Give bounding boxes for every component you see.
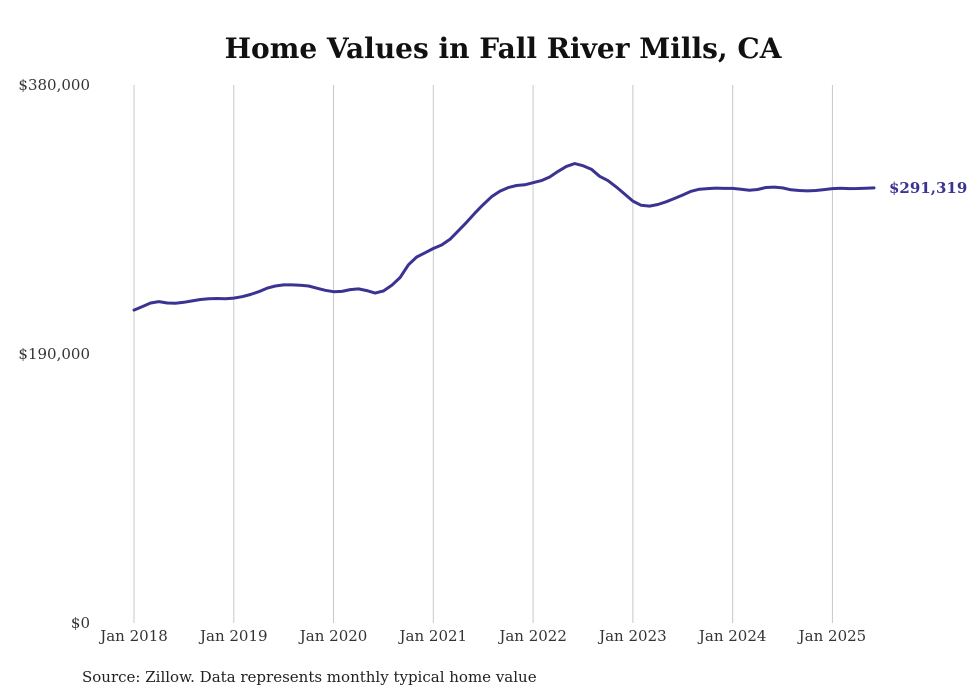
x-tick-label: Jan 2022: [497, 627, 567, 645]
x-tick-label: Jan 2019: [198, 627, 268, 645]
x-tick-label: Jan 2025: [797, 627, 867, 645]
data-labels: $291,319: [889, 179, 967, 197]
source-note: Source: Zillow. Data represents monthly …: [82, 668, 537, 686]
x-tick-label: Jan 2024: [697, 627, 767, 645]
y-tick-label: $380,000: [18, 76, 90, 94]
chart-title: Home Values in Fall River Mills, CA: [224, 32, 782, 65]
y-tick-label: $0: [71, 614, 90, 632]
x-tick-label: Jan 2023: [597, 627, 667, 645]
series-line: [132, 162, 876, 312]
end-value-label: $291,319: [889, 179, 967, 197]
x-axis-ticks: Jan 2018 Jan 2019 Jan 2020 Jan 2021 Jan 2022…: [98, 627, 866, 645]
x-tick-label: Jan 2020: [298, 627, 368, 645]
x-tick-label: Jan 2021: [398, 627, 468, 645]
gridlines: [133, 85, 833, 623]
y-tick-label: $190,000: [18, 345, 90, 363]
x-tick-label: Jan 2018: [98, 627, 168, 645]
series-lines: [132, 162, 876, 312]
y-axis-ticks: $0 $190,000 $380,000: [18, 76, 90, 632]
